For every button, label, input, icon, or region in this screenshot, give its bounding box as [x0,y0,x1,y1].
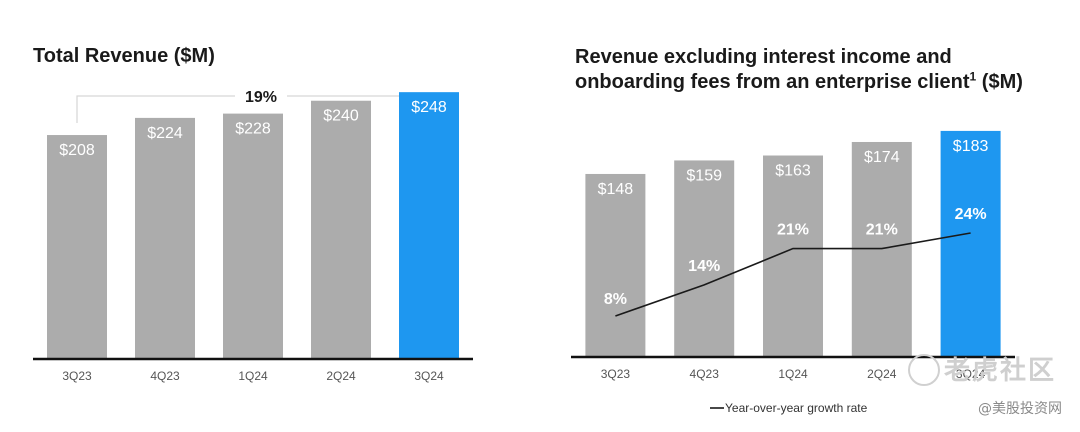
x-tick-label: 2Q24 [326,369,356,383]
x-tick-label: 3Q24 [414,369,444,383]
bar-value-label: $148 [598,181,634,198]
bar-4q23 [135,117,195,359]
title-footnote: 1 [969,69,977,84]
growth-rate-line [615,232,971,317]
x-tick-label: 3Q23 [601,367,631,381]
title-main-text: Revenue excluding interest income and on… [575,46,970,93]
title-unit: ($M) [981,71,1023,93]
bar-3q24 [940,130,1001,356]
bar-value-label: $163 [775,163,811,180]
bar-2q24 [311,100,371,358]
bar-1q24 [763,155,823,356]
legend-label: Year-over-year growth rate [725,401,868,415]
bar-value-label: $159 [686,167,722,184]
bar-3q24 [399,92,459,358]
bar-value-label: $224 [147,125,183,142]
chart-title-total-revenue: Total Revenue ($M) [33,45,215,67]
growth-rate-label: 8% [604,291,627,308]
growth-annotation: 19% [245,89,277,106]
watermark-text: 老虎社区 [943,356,1056,386]
growth-rate-label: 21% [866,222,898,239]
growth-rate-label: 14% [688,258,720,275]
bar-1q24 [223,113,283,359]
watermark-subtext: @美股投资网 [978,401,1062,417]
x-tick-label: 1Q24 [238,369,268,383]
bar-value-label: $183 [953,138,989,155]
x-tick-label: 2Q24 [867,367,897,381]
bar-value-label: $228 [235,121,271,138]
x-tick-label: 4Q23 [150,369,180,383]
bar-value-label: $240 [323,108,359,125]
growth-bracket-line [76,95,399,124]
x-tick-label: 4Q23 [690,367,720,381]
x-tick-label: 3Q24 [956,367,986,381]
chart-title-revenue-excl: Revenue excluding interest income and on… [575,45,1055,95]
bar-3q23 [47,135,107,358]
x-tick-label: 1Q24 [778,367,808,381]
watermark-logo-icon [908,354,940,386]
growth-rate-label: 24% [955,206,987,223]
bar-4q23 [674,160,735,356]
x-tick-label: 3Q23 [62,369,92,383]
bar-value-label: $174 [864,149,900,166]
annotation-background [235,86,287,106]
bar-3q23 [585,173,646,356]
bar-value-label: $248 [411,99,447,116]
bar-value-label: $208 [59,142,95,159]
growth-rate-label: 21% [777,222,809,239]
